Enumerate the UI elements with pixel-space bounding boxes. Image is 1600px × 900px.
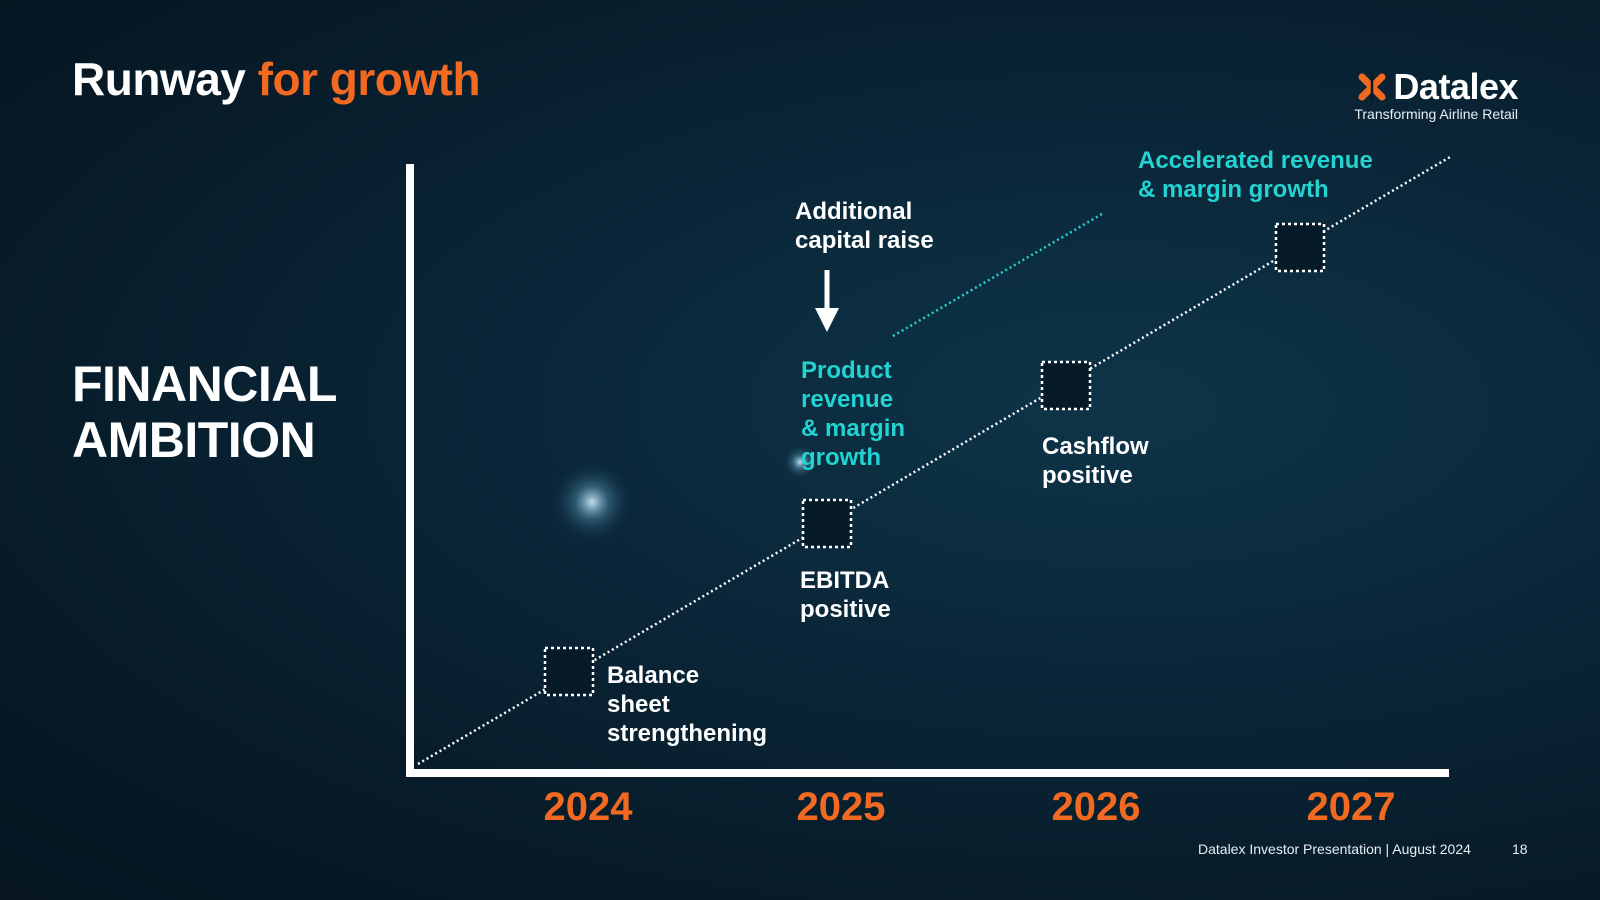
capital-raise-label: Additional capital raise [795,198,934,254]
year-label-2025: 2025 [796,785,886,829]
page-title: Runway for growth [72,52,481,106]
accelerated-growth-line [892,212,1103,338]
footer-text: Datalex Investor Presentation | August 2… [1198,841,1471,857]
brand-name: Datalex [1393,66,1518,107]
year-label-2027: 2027 [1306,785,1396,829]
milestone-box-2024 [543,646,595,697]
year-label-2026: 2026 [1051,785,1141,829]
background-light-glow-small [782,444,818,480]
milestone-box-2027 [1274,222,1326,273]
background-light-glow [550,460,634,544]
title-main: Runway [72,53,246,105]
milestone-label-balance-sheet: Balance sheet strengthening [607,662,767,747]
milestone-box-2025 [801,498,853,549]
year-label-2024: 2024 [543,785,633,829]
heading-line-2: AMBITION [72,412,316,468]
heading-line-1: FINANCIAL [72,356,337,412]
title-accent: for growth [257,53,481,105]
page-number: 18 [1512,841,1528,857]
milestone-label-ebitda: EBITDA positive [800,567,891,623]
milestone-box-2026 [1040,360,1092,411]
datalex-logo: Datalex Transforming Airline Retail [1354,66,1518,122]
down-arrow-icon [815,270,839,332]
brand-tagline: Transforming Airline Retail [1354,106,1518,122]
section-heading: FINANCIAL AMBITION [72,356,337,468]
milestone-label-cashflow: Cashflow positive [1042,433,1149,489]
accelerated-growth-label: Accelerated revenue & margin growth [1138,147,1373,203]
datalex-mark-icon [1358,72,1386,102]
product-growth-label: Product revenue & margin growth [801,357,906,471]
